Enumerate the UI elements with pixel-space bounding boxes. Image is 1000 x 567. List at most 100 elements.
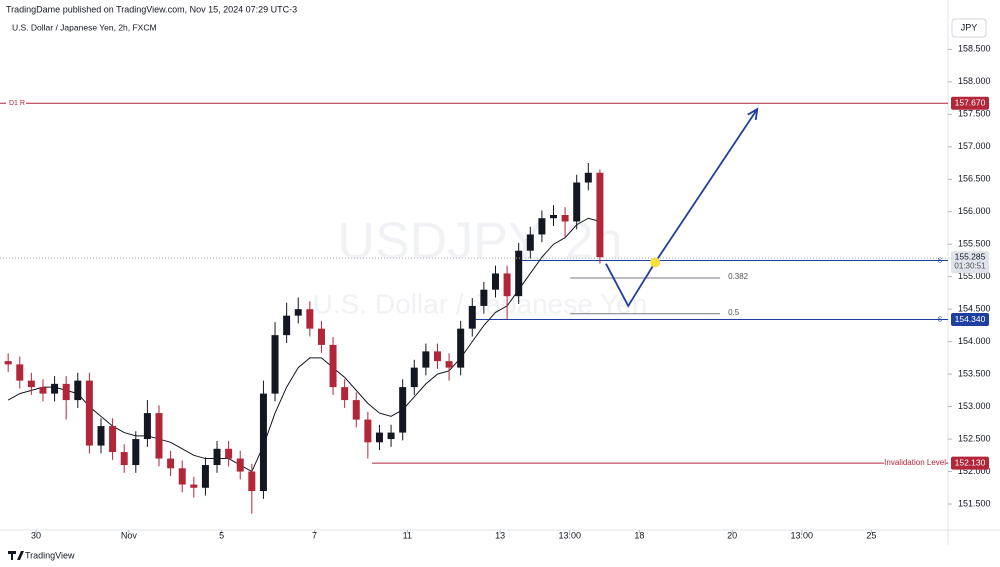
y-tick-label: 153.500: [958, 368, 991, 378]
candle-body: [596, 172, 604, 258]
moving-average: [7, 217, 601, 473]
candle-body: [201, 465, 209, 488]
price-box: [951, 313, 989, 327]
x-tick-label: 30: [31, 530, 41, 540]
countdown: 01:30:51: [954, 261, 986, 270]
x-tick-label: 11: [403, 530, 412, 540]
candle-body: [143, 413, 151, 440]
candle-body: [294, 309, 302, 316]
y-tick-label: 155.500: [958, 239, 991, 249]
y-tick-label: 158.000: [958, 76, 991, 86]
candle-body: [399, 387, 407, 433]
y-tick-label: 152.500: [958, 433, 991, 443]
watermark-name: U.S. Dollar / Japanese Yen: [313, 288, 648, 319]
projection-arrowhead: [747, 107, 759, 121]
level-label: D1 R: [9, 100, 25, 107]
x-tick-label: Nov: [121, 530, 138, 540]
y-tick-label: 154.000: [958, 336, 991, 346]
candle-body: [317, 328, 325, 345]
candle-body: [387, 432, 395, 440]
currency-label[interactable]: JPY: [961, 22, 978, 32]
y-tick-label: 155.000: [958, 271, 991, 281]
x-tick-label: 13:00: [558, 530, 581, 540]
y-tick-label: 156.000: [958, 206, 991, 216]
candle-body: [283, 315, 291, 336]
candle-body: [27, 380, 35, 388]
x-tick-label: 7: [312, 530, 317, 540]
price-box-label: 152.130: [955, 457, 986, 467]
footer-text: TradingView: [25, 550, 75, 560]
currency-button[interactable]: [951, 18, 987, 38]
candle-body: [109, 426, 117, 453]
price-box-label: 157.670: [955, 98, 986, 108]
x-tick-label: 18: [634, 530, 644, 540]
fib-label: 0.5: [728, 308, 740, 317]
candle-body: [515, 250, 523, 297]
candle-body: [120, 452, 128, 466]
projection-path: [605, 108, 758, 308]
candle-body: [561, 214, 569, 222]
symbol-info: U.S. Dollar / Japanese Yen, 2h, FXCM: [12, 22, 157, 32]
level-label: Invalidation Level: [884, 458, 946, 467]
watermark-symbol: USDJPY, 2h: [337, 213, 622, 271]
candle-body: [410, 367, 418, 388]
candle-body: [190, 484, 198, 488]
candle-body: [445, 361, 453, 368]
candle-body: [457, 328, 465, 368]
candle-body: [433, 351, 441, 362]
y-tick-label: 156.500: [958, 174, 991, 184]
entry-marker: [650, 257, 661, 268]
price-box: [951, 456, 989, 470]
candle-body: [480, 289, 488, 306]
candle-body: [573, 182, 581, 222]
y-tick-label: 152.000: [958, 466, 991, 476]
candle-body: [375, 432, 383, 443]
y-tick-label: 157.000: [958, 141, 991, 151]
x-tick-label: 5: [219, 530, 224, 540]
candle-body: [74, 380, 82, 401]
level-label-bg: [884, 458, 946, 469]
candle-body: [341, 387, 349, 401]
price-box-label: 154.340: [955, 314, 986, 324]
candle-body: [271, 335, 279, 394]
y-tick-label: 158.500: [958, 44, 991, 54]
x-tick-label: 25: [866, 530, 876, 540]
footer-logo: TradingView: [8, 550, 75, 560]
candle-body: [538, 218, 546, 235]
x-tick-label: 20: [727, 530, 737, 540]
fib-label: 0.382: [728, 272, 749, 281]
candle-body: [422, 351, 430, 368]
candle-body: [306, 309, 314, 329]
candle-body: [364, 419, 372, 443]
candle-body: [503, 273, 511, 297]
current-price-box: [951, 251, 989, 274]
candle-body: [526, 234, 534, 251]
candle-body: [178, 468, 186, 485]
candle-body: [584, 172, 592, 183]
level-tag: S: [938, 257, 943, 264]
current-price-label: 155.285: [955, 251, 986, 261]
candle-body: [248, 471, 256, 492]
candle-body: [550, 214, 558, 219]
candle-body: [259, 393, 267, 492]
candle-body: [62, 383, 70, 401]
candle-body: [213, 448, 221, 466]
level-label-bg: [6, 98, 26, 109]
candle-body: [167, 458, 175, 469]
candle-body: [97, 426, 105, 446]
candle-body: [491, 273, 499, 290]
y-tick-label: 154.500: [958, 304, 991, 314]
y-tick-label: 153.000: [958, 401, 991, 411]
candle-body: [16, 364, 24, 381]
candle-body: [85, 380, 93, 446]
x-tick-label: 13: [495, 530, 505, 540]
candle-body: [39, 387, 47, 394]
publisher: TradingDame published on TradingView.com…: [6, 4, 297, 14]
candle-body: [132, 439, 140, 466]
candle-body: [4, 361, 12, 365]
candle-body: [225, 448, 233, 459]
candle-body: [155, 413, 163, 459]
